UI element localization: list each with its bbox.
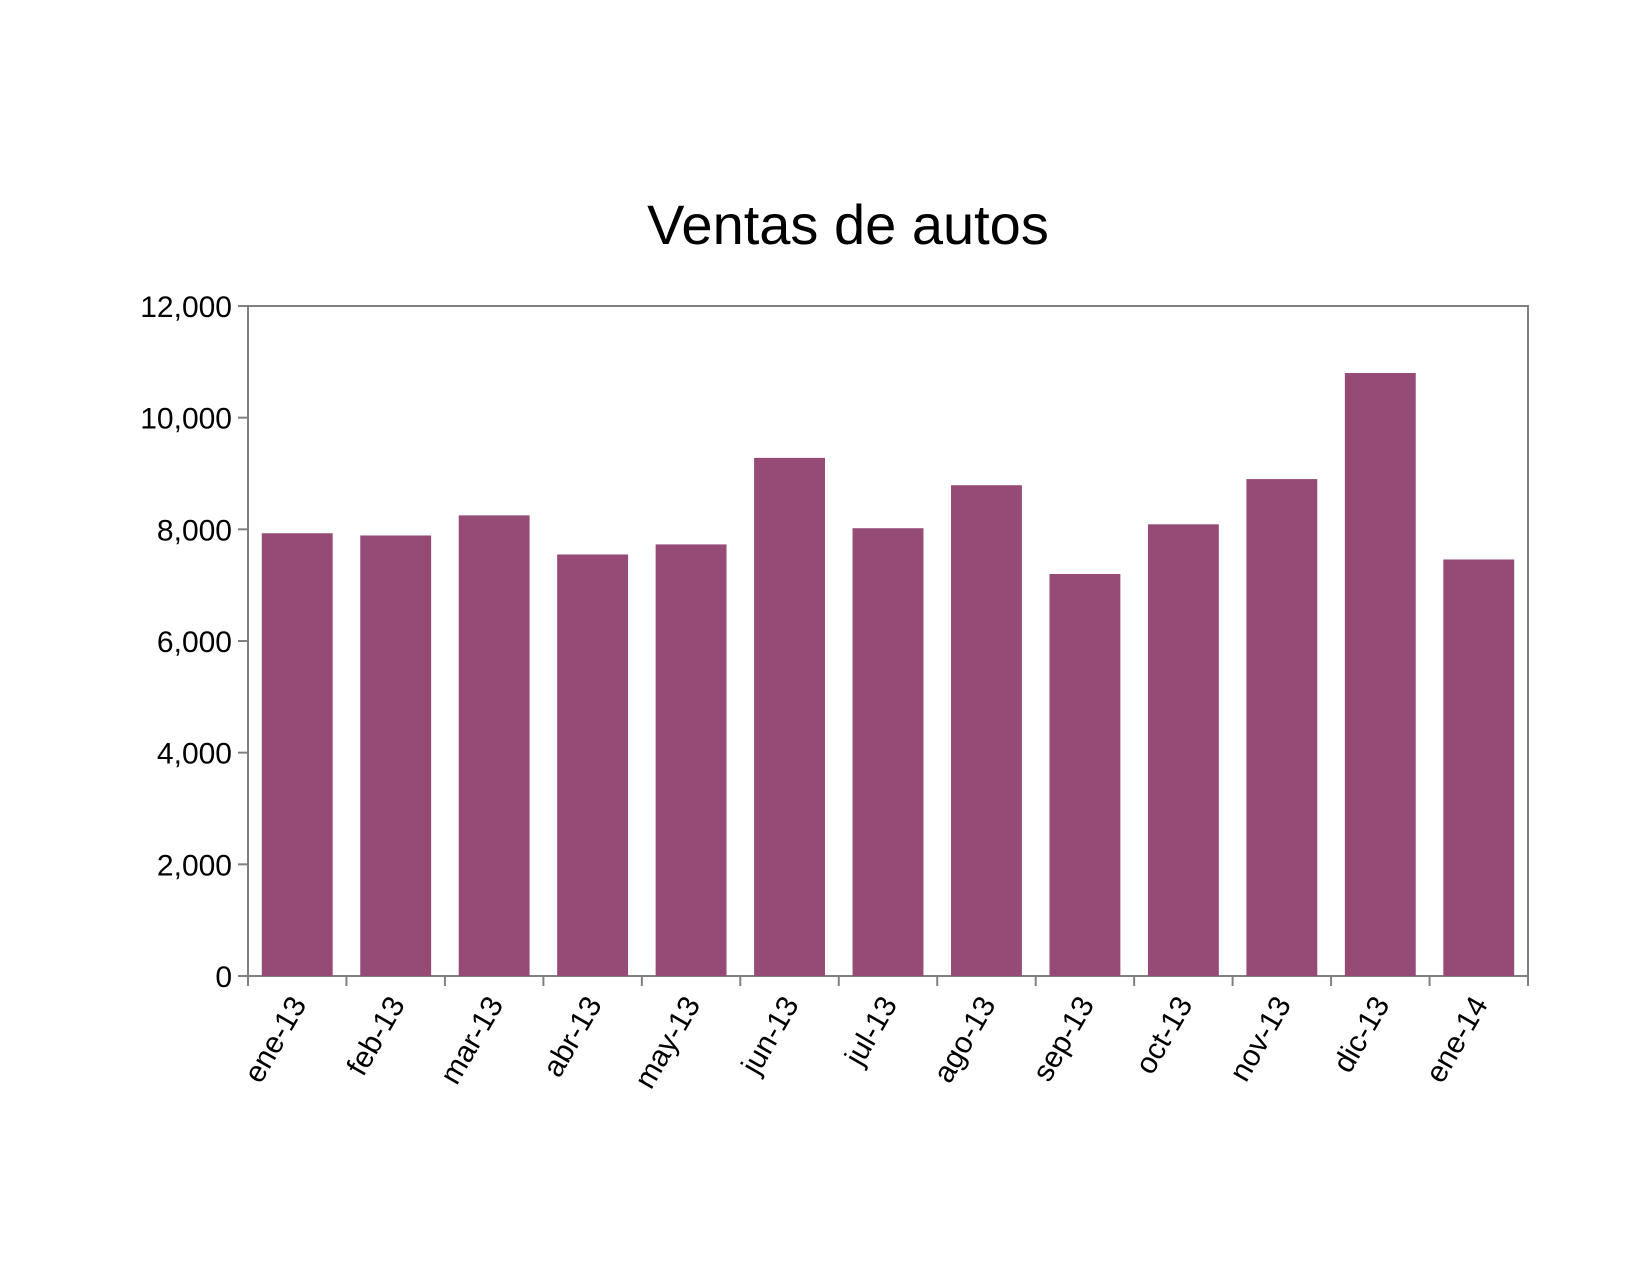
x-tick-label: feb-13 bbox=[341, 991, 412, 1081]
bars bbox=[261, 373, 1515, 976]
bar-dic-13 bbox=[1344, 373, 1416, 976]
x-tick-label: ene-14 bbox=[1420, 991, 1495, 1088]
bar-jul-13 bbox=[852, 528, 924, 976]
x-tick-label: mar-13 bbox=[434, 991, 510, 1090]
bar-sep-13 bbox=[1049, 574, 1121, 976]
x-tick-label: nov-13 bbox=[1223, 991, 1297, 1087]
bar-ago-13 bbox=[951, 485, 1022, 976]
x-tick-label: ago-13 bbox=[927, 991, 1002, 1088]
x-axis: ene-13 feb-13 mar-13 abr-13 may-13 jun-13 jul-… bbox=[238, 976, 1529, 1094]
y-tick-label: 10,000 bbox=[140, 403, 232, 436]
chart-title: Ventas de autos bbox=[647, 193, 1049, 256]
y-tick-label: 2,000 bbox=[157, 849, 232, 882]
x-tick-label: dic-13 bbox=[1327, 991, 1396, 1078]
x-tick-label: jun-13 bbox=[735, 991, 806, 1081]
bar-may-13 bbox=[655, 544, 727, 976]
y-axis: 0 2,000 4,000 6,000 8,000 10,000 12,000 bbox=[140, 291, 248, 994]
y-tick-label: 8,000 bbox=[157, 514, 232, 547]
bar-ene-13 bbox=[261, 533, 333, 976]
x-tick-label: oct-13 bbox=[1129, 991, 1199, 1080]
bar-feb-13 bbox=[360, 535, 432, 976]
y-tick-label: 4,000 bbox=[157, 738, 232, 771]
bar-ene-14 bbox=[1443, 559, 1515, 976]
bar-abr-13 bbox=[557, 554, 629, 976]
bar-nov-13 bbox=[1246, 479, 1318, 976]
x-tick-label: sep-13 bbox=[1027, 991, 1101, 1087]
x-tick-label: ene-13 bbox=[238, 991, 313, 1088]
y-tick-label: 12,000 bbox=[140, 291, 232, 324]
x-tick-label: may-13 bbox=[629, 991, 708, 1094]
bar-mar-13 bbox=[458, 515, 530, 976]
bar-jun-13 bbox=[754, 457, 825, 976]
bar-oct-13 bbox=[1147, 524, 1219, 976]
x-tick-label: abr-13 bbox=[537, 991, 609, 1083]
x-tick-label: jul-13 bbox=[838, 991, 904, 1072]
y-tick-label: 0 bbox=[215, 961, 232, 994]
y-tick-label: 6,000 bbox=[157, 626, 232, 659]
